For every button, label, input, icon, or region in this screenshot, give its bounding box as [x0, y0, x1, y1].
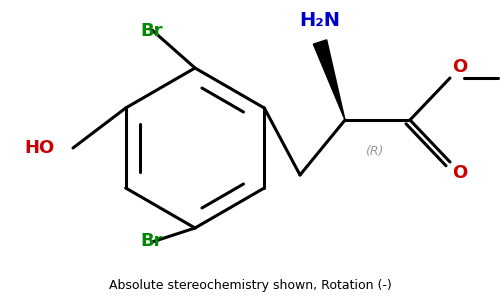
Polygon shape — [314, 40, 345, 120]
Text: (R): (R) — [365, 145, 384, 158]
Text: H₂N: H₂N — [300, 11, 341, 30]
Text: O: O — [452, 164, 467, 182]
Text: Absolute stereochemistry shown, Rotation (-): Absolute stereochemistry shown, Rotation… — [108, 279, 392, 292]
Text: O: O — [452, 58, 467, 76]
Text: Br: Br — [140, 22, 162, 40]
Text: Br: Br — [140, 232, 162, 250]
Text: HO: HO — [25, 139, 55, 157]
